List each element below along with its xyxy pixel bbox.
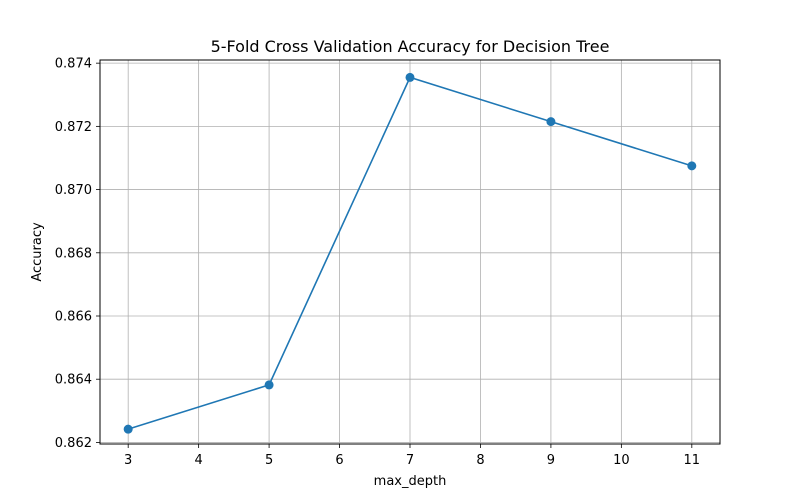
- y-axis-label: Accuracy: [30, 222, 45, 282]
- y-tick-label: 0.862: [55, 436, 92, 451]
- x-tick-label: 11: [684, 453, 701, 468]
- y-tick-label: 0.872: [55, 120, 92, 135]
- chart-title: 5-Fold Cross Validation Accuracy for Dec…: [211, 37, 610, 56]
- x-tick-label: 7: [406, 453, 414, 468]
- data-point: [405, 72, 415, 82]
- y-tick-label: 0.870: [55, 183, 92, 198]
- y-tick-label: 0.866: [55, 310, 92, 325]
- x-tick-label: 6: [335, 453, 343, 468]
- x-tick-label: 4: [194, 453, 202, 468]
- x-tick-label: 9: [547, 453, 555, 468]
- y-tick-label: 0.864: [55, 373, 92, 388]
- x-tick-label: 8: [476, 453, 484, 468]
- data-point: [123, 424, 133, 434]
- y-tick-label: 0.874: [55, 57, 92, 72]
- data-point: [264, 380, 274, 390]
- x-tick-label: 5: [265, 453, 273, 468]
- data-point: [687, 161, 697, 171]
- x-tick-label: 10: [613, 453, 630, 468]
- x-tick-label: 3: [124, 453, 132, 468]
- data-point: [546, 117, 556, 127]
- y-tick-label: 0.868: [55, 246, 92, 261]
- x-axis-label: max_depth: [374, 474, 447, 489]
